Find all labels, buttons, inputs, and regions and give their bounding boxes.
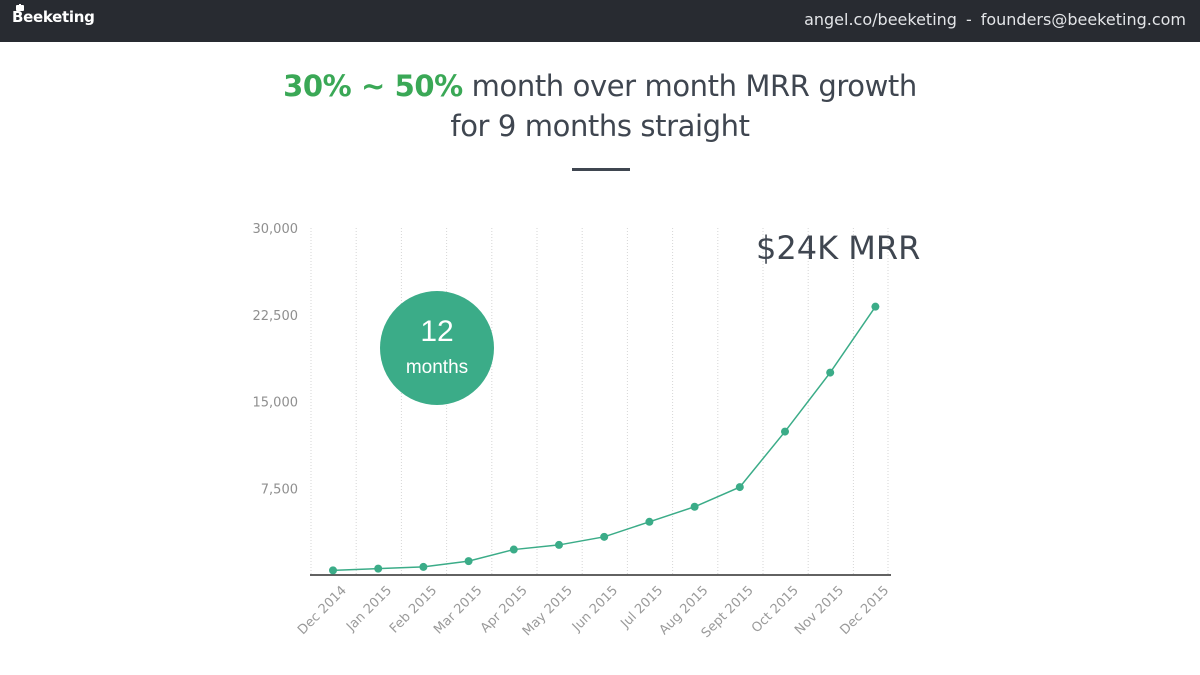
slide-title: 30% ~ 50% month over month MRR growth fo… xyxy=(0,66,1200,146)
data-point xyxy=(826,368,835,377)
brand-logo[interactable]: Beeketing xyxy=(12,4,95,26)
top-bar: Beeketing angel.co/beeketing - founders@be… xyxy=(0,0,1200,42)
data-point xyxy=(509,545,518,554)
data-point xyxy=(600,532,609,541)
y-tick-label: 30,000 xyxy=(253,222,299,237)
y-tick-label: 22,500 xyxy=(253,309,299,324)
months-badge: 12 months xyxy=(380,291,494,405)
bee-icon xyxy=(16,4,24,11)
mrr-callout: $24K MRR xyxy=(756,229,921,267)
title-highlight: 30% ~ 50% xyxy=(283,69,463,103)
title-line-2: for 9 months straight xyxy=(450,109,750,143)
x-tick-label: Jun 2015 xyxy=(569,583,621,635)
data-point xyxy=(464,557,473,566)
badge-number: 12 xyxy=(420,315,454,348)
y-tick-label: 15,000 xyxy=(253,396,299,411)
data-point xyxy=(690,502,699,511)
badge-unit: months xyxy=(405,357,469,378)
title-line-1: 30% ~ 50% month over month MRR growth xyxy=(0,66,1200,106)
data-point xyxy=(781,427,789,436)
x-tick-label: Mar 2015 xyxy=(431,583,485,637)
data-point xyxy=(735,483,744,492)
x-tick-label: Dec 2014 xyxy=(295,583,350,638)
contact-site-link[interactable]: angel.co/beeketing xyxy=(804,10,957,29)
title-rest: month over month MRR growth xyxy=(471,69,918,103)
contact-info: angel.co/beeketing - founders@beeketing.co… xyxy=(804,10,1186,29)
x-tick-label: Dec 2015 xyxy=(838,583,893,638)
data-point xyxy=(419,562,428,571)
contact-email-link[interactable]: founders@beeketing.com xyxy=(980,10,1186,29)
logo-text: Beeketing xyxy=(12,8,95,26)
contact-separator: - xyxy=(965,10,972,29)
data-point xyxy=(555,540,563,549)
data-point xyxy=(329,566,337,575)
data-point xyxy=(374,564,383,573)
data-point xyxy=(645,517,654,526)
data-point xyxy=(871,302,880,311)
title-divider xyxy=(572,168,630,171)
y-tick-label: 7,500 xyxy=(261,482,298,497)
